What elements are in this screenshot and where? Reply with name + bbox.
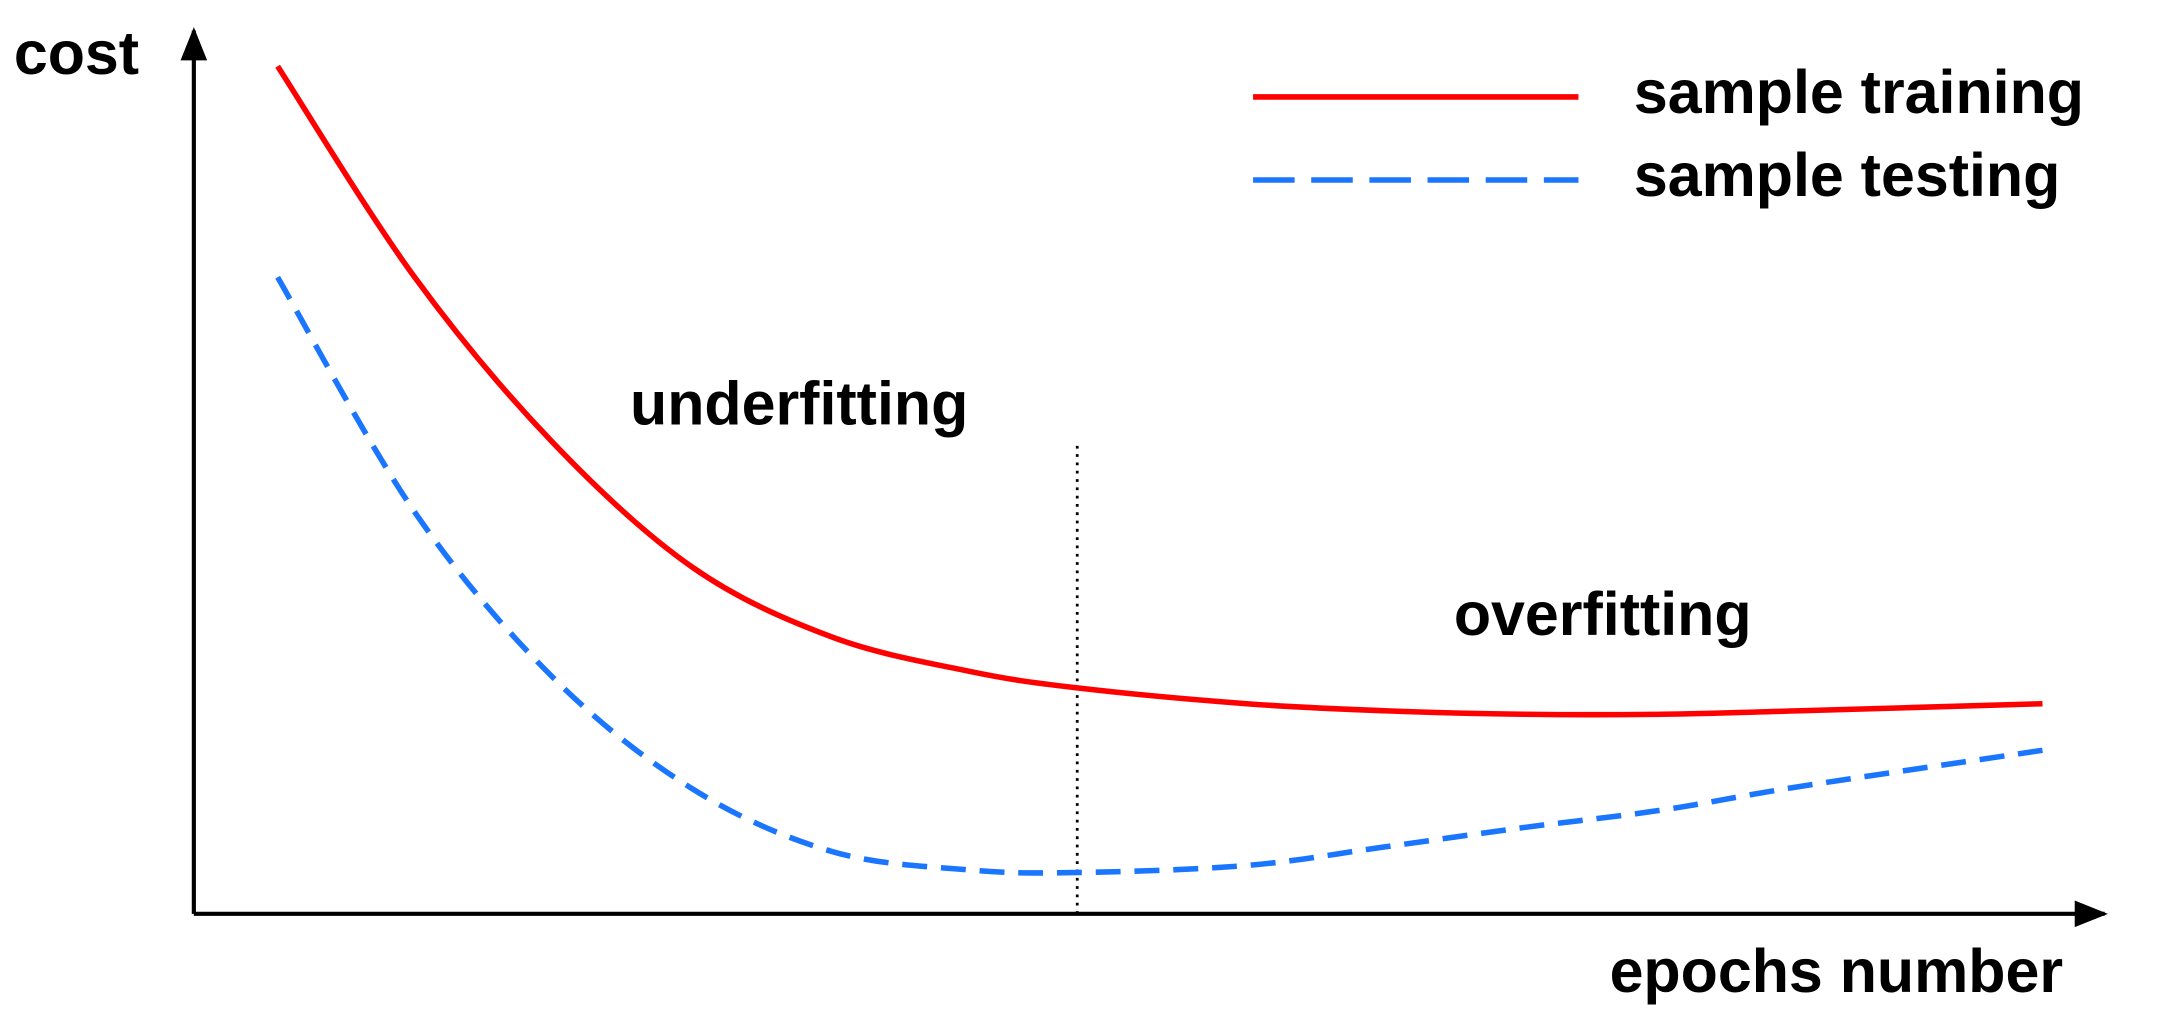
series-line xyxy=(275,64,2043,718)
annotation: underfitting xyxy=(630,370,968,438)
y-axis-label: cost xyxy=(14,19,139,87)
legend-label: sample training xyxy=(1634,58,2084,126)
legend-label: sample testing xyxy=(1634,141,2060,209)
annotation: overfitting xyxy=(1454,580,1752,648)
series-line xyxy=(275,275,2043,876)
x-axis-label: epochs number xyxy=(1610,937,2064,1005)
